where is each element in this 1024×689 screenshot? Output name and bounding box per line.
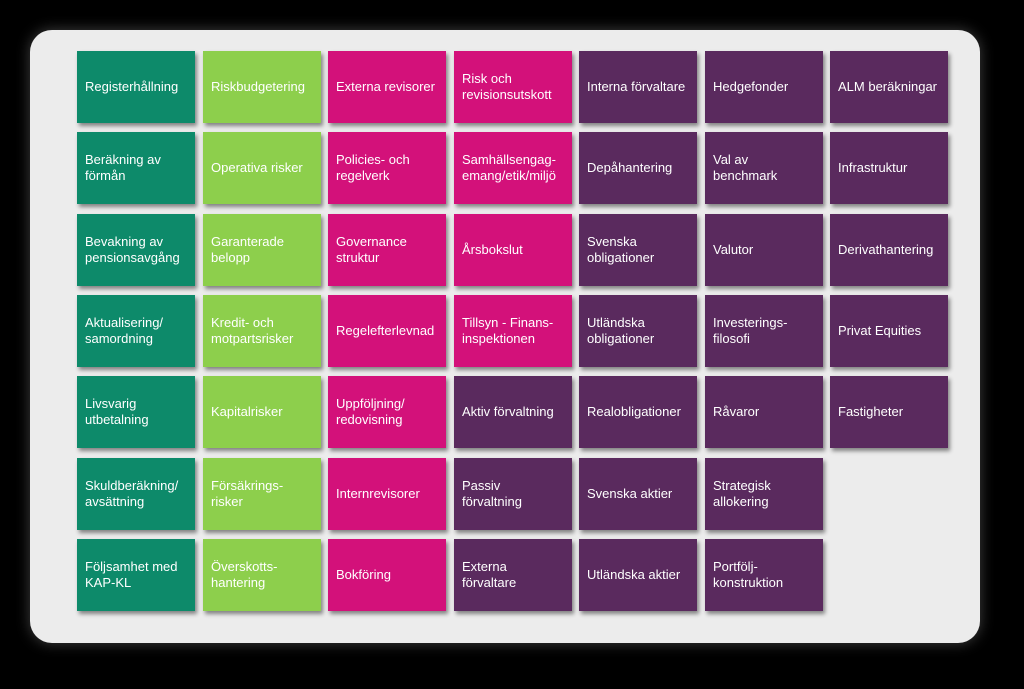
tile-label: Kapitalrisker xyxy=(211,404,283,419)
tile-purple: Portfölj- konstruktion xyxy=(705,539,823,611)
tile-purple: Svenska obligationer xyxy=(579,214,697,286)
tile-label: Bokföring xyxy=(336,567,391,582)
tile-label: Valutor xyxy=(713,242,754,257)
tile-purple: Externa förvaltare xyxy=(454,539,572,611)
tile-label: Realobligationer xyxy=(587,404,681,419)
tile-magenta: Policies- och regelverk xyxy=(328,132,446,204)
tile-purple: Val av benchmark xyxy=(705,132,823,204)
tile-purple: Interna förvaltare xyxy=(579,51,697,123)
tile-magenta: Tillsyn - Finans- inspektionen xyxy=(454,295,572,367)
tile-label: Råvaror xyxy=(713,404,760,419)
tile-grid: Registerhållning Beräkning av förmån Bevak… xyxy=(77,51,951,612)
tile-green: Beräkning av förmån xyxy=(77,132,195,204)
tile-green: Registerhållning xyxy=(77,51,195,123)
tile-label: Följsamhet med KAP-KL xyxy=(85,559,178,590)
tile-label: Hedgefonder xyxy=(713,79,789,94)
tile-green: Bevakning av pensionsavgång xyxy=(77,214,195,286)
tile-magenta: Uppföljning/ redovisning xyxy=(328,376,446,448)
tile-purple: Fastigheter xyxy=(830,376,948,448)
tile-purple: ALM beräkningar xyxy=(830,51,948,123)
tile-magenta: Internrevisorer xyxy=(328,458,446,530)
tile-purple: Infrastruktur xyxy=(830,132,948,204)
tile-label: Årsbokslut xyxy=(462,242,523,257)
tile-label: Registerhållning xyxy=(85,79,179,94)
tile-label: Strategisk allokering xyxy=(713,478,771,509)
tile-purple: Råvaror xyxy=(705,376,823,448)
tile-lime: Kredit- och motpartsrisker xyxy=(203,295,321,367)
tile-label: Portfölj- konstruktion xyxy=(713,559,784,590)
tile-label: Policies- och regelverk xyxy=(336,152,410,183)
tile-label: Fastigheter xyxy=(838,404,904,419)
tile-label: Riskbudgetering xyxy=(211,79,305,94)
tile-green: Aktualisering/ samordning xyxy=(77,295,195,367)
tile-magenta: Årsbokslut xyxy=(454,214,572,286)
tile-label: Försäkrings- risker xyxy=(211,478,284,509)
tile-label: Aktiv förvaltning xyxy=(462,404,554,419)
tile-magenta: Bokföring xyxy=(328,539,446,611)
tile-purple: Derivathantering xyxy=(830,214,948,286)
tile-purple: Passiv förvaltning xyxy=(454,458,572,530)
tile-label: Svenska aktier xyxy=(587,486,673,501)
tile-lime: Riskbudgetering xyxy=(203,51,321,123)
tile-label: Beräkning av förmån xyxy=(85,152,161,183)
tile-purple: Utländska obligationer xyxy=(579,295,697,367)
tile-purple: Hedgefonder xyxy=(705,51,823,123)
tile-label: Utländska obligationer xyxy=(587,315,655,346)
tile-label: Infrastruktur xyxy=(838,160,908,175)
tile-lime: Försäkrings- risker xyxy=(203,458,321,530)
tile-purple: Utländska aktier xyxy=(579,539,697,611)
tile-label: Internrevisorer xyxy=(336,486,420,501)
tile-green: Livsvarig utbetalning xyxy=(77,376,195,448)
tile-green: Skuldberäkning/ avsättning xyxy=(77,458,195,530)
tile-label: Samhällsengag- emang/etik/miljö xyxy=(462,152,556,183)
tile-purple: Privat Equities xyxy=(830,295,948,367)
tile-magenta: Regelefterlevnad xyxy=(328,295,446,367)
tile-label: Skuldberäkning/ avsättning xyxy=(85,478,179,509)
tile-lime: Operativa risker xyxy=(203,132,321,204)
tile-label: Derivathantering xyxy=(838,242,934,257)
tile-label: Externa revisorer xyxy=(336,79,435,94)
tile-label: Passiv förvaltning xyxy=(462,478,522,509)
tile-purple: Aktiv förvaltning xyxy=(454,376,572,448)
tile-magenta: Risk och revisionsutskott xyxy=(454,51,572,123)
tile-label: Investerings- filosofi xyxy=(713,315,788,346)
tile-label: Governance struktur xyxy=(336,234,407,265)
tile-lime: Garanterade belopp xyxy=(203,214,321,286)
tile-label: Aktualisering/ samordning xyxy=(85,315,164,346)
tile-label: Livsvarig utbetalning xyxy=(85,396,149,427)
tile-label: Interna förvaltare xyxy=(587,79,686,94)
tile-green: Följsamhet med KAP-KL xyxy=(77,539,195,611)
tile-purple: Depåhantering xyxy=(579,132,697,204)
tile-label: Operativa risker xyxy=(211,160,303,175)
tile-label: Överskotts- hantering xyxy=(211,559,278,590)
tile-label: Svenska obligationer xyxy=(587,234,655,265)
tile-lime: Överskotts- hantering xyxy=(203,539,321,611)
tile-label: Privat Equities xyxy=(838,323,922,338)
tile-label: Kredit- och motpartsrisker xyxy=(211,315,294,346)
tile-label: Depåhantering xyxy=(587,160,673,175)
tile-label: Regelefterlevnad xyxy=(336,323,435,338)
tile-label: Garanterade belopp xyxy=(211,234,284,265)
tile-label: ALM beräkningar xyxy=(838,79,937,94)
tile-label: Externa förvaltare xyxy=(462,559,517,590)
tile-label: Uppföljning/ redovisning xyxy=(336,396,405,427)
tile-purple: Realobligationer xyxy=(579,376,697,448)
tile-label: Utländska aktier xyxy=(587,567,681,582)
tile-purple: Valutor xyxy=(705,214,823,286)
tile-magenta: Externa revisorer xyxy=(328,51,446,123)
tile-magenta: Governance struktur xyxy=(328,214,446,286)
tile-purple: Strategisk allokering xyxy=(705,458,823,530)
tile-purple: Svenska aktier xyxy=(579,458,697,530)
tile-label: Risk och revisionsutskott xyxy=(462,71,552,102)
tile-purple: Investerings- filosofi xyxy=(705,295,823,367)
tile-label: Tillsyn - Finans- inspektionen xyxy=(462,315,554,346)
tile-label: Val av benchmark xyxy=(713,152,778,183)
tile-label: Bevakning av pensionsavgång xyxy=(85,234,180,265)
tile-magenta: Samhällsengag- emang/etik/miljö xyxy=(454,132,572,204)
tile-lime: Kapitalrisker xyxy=(203,376,321,448)
